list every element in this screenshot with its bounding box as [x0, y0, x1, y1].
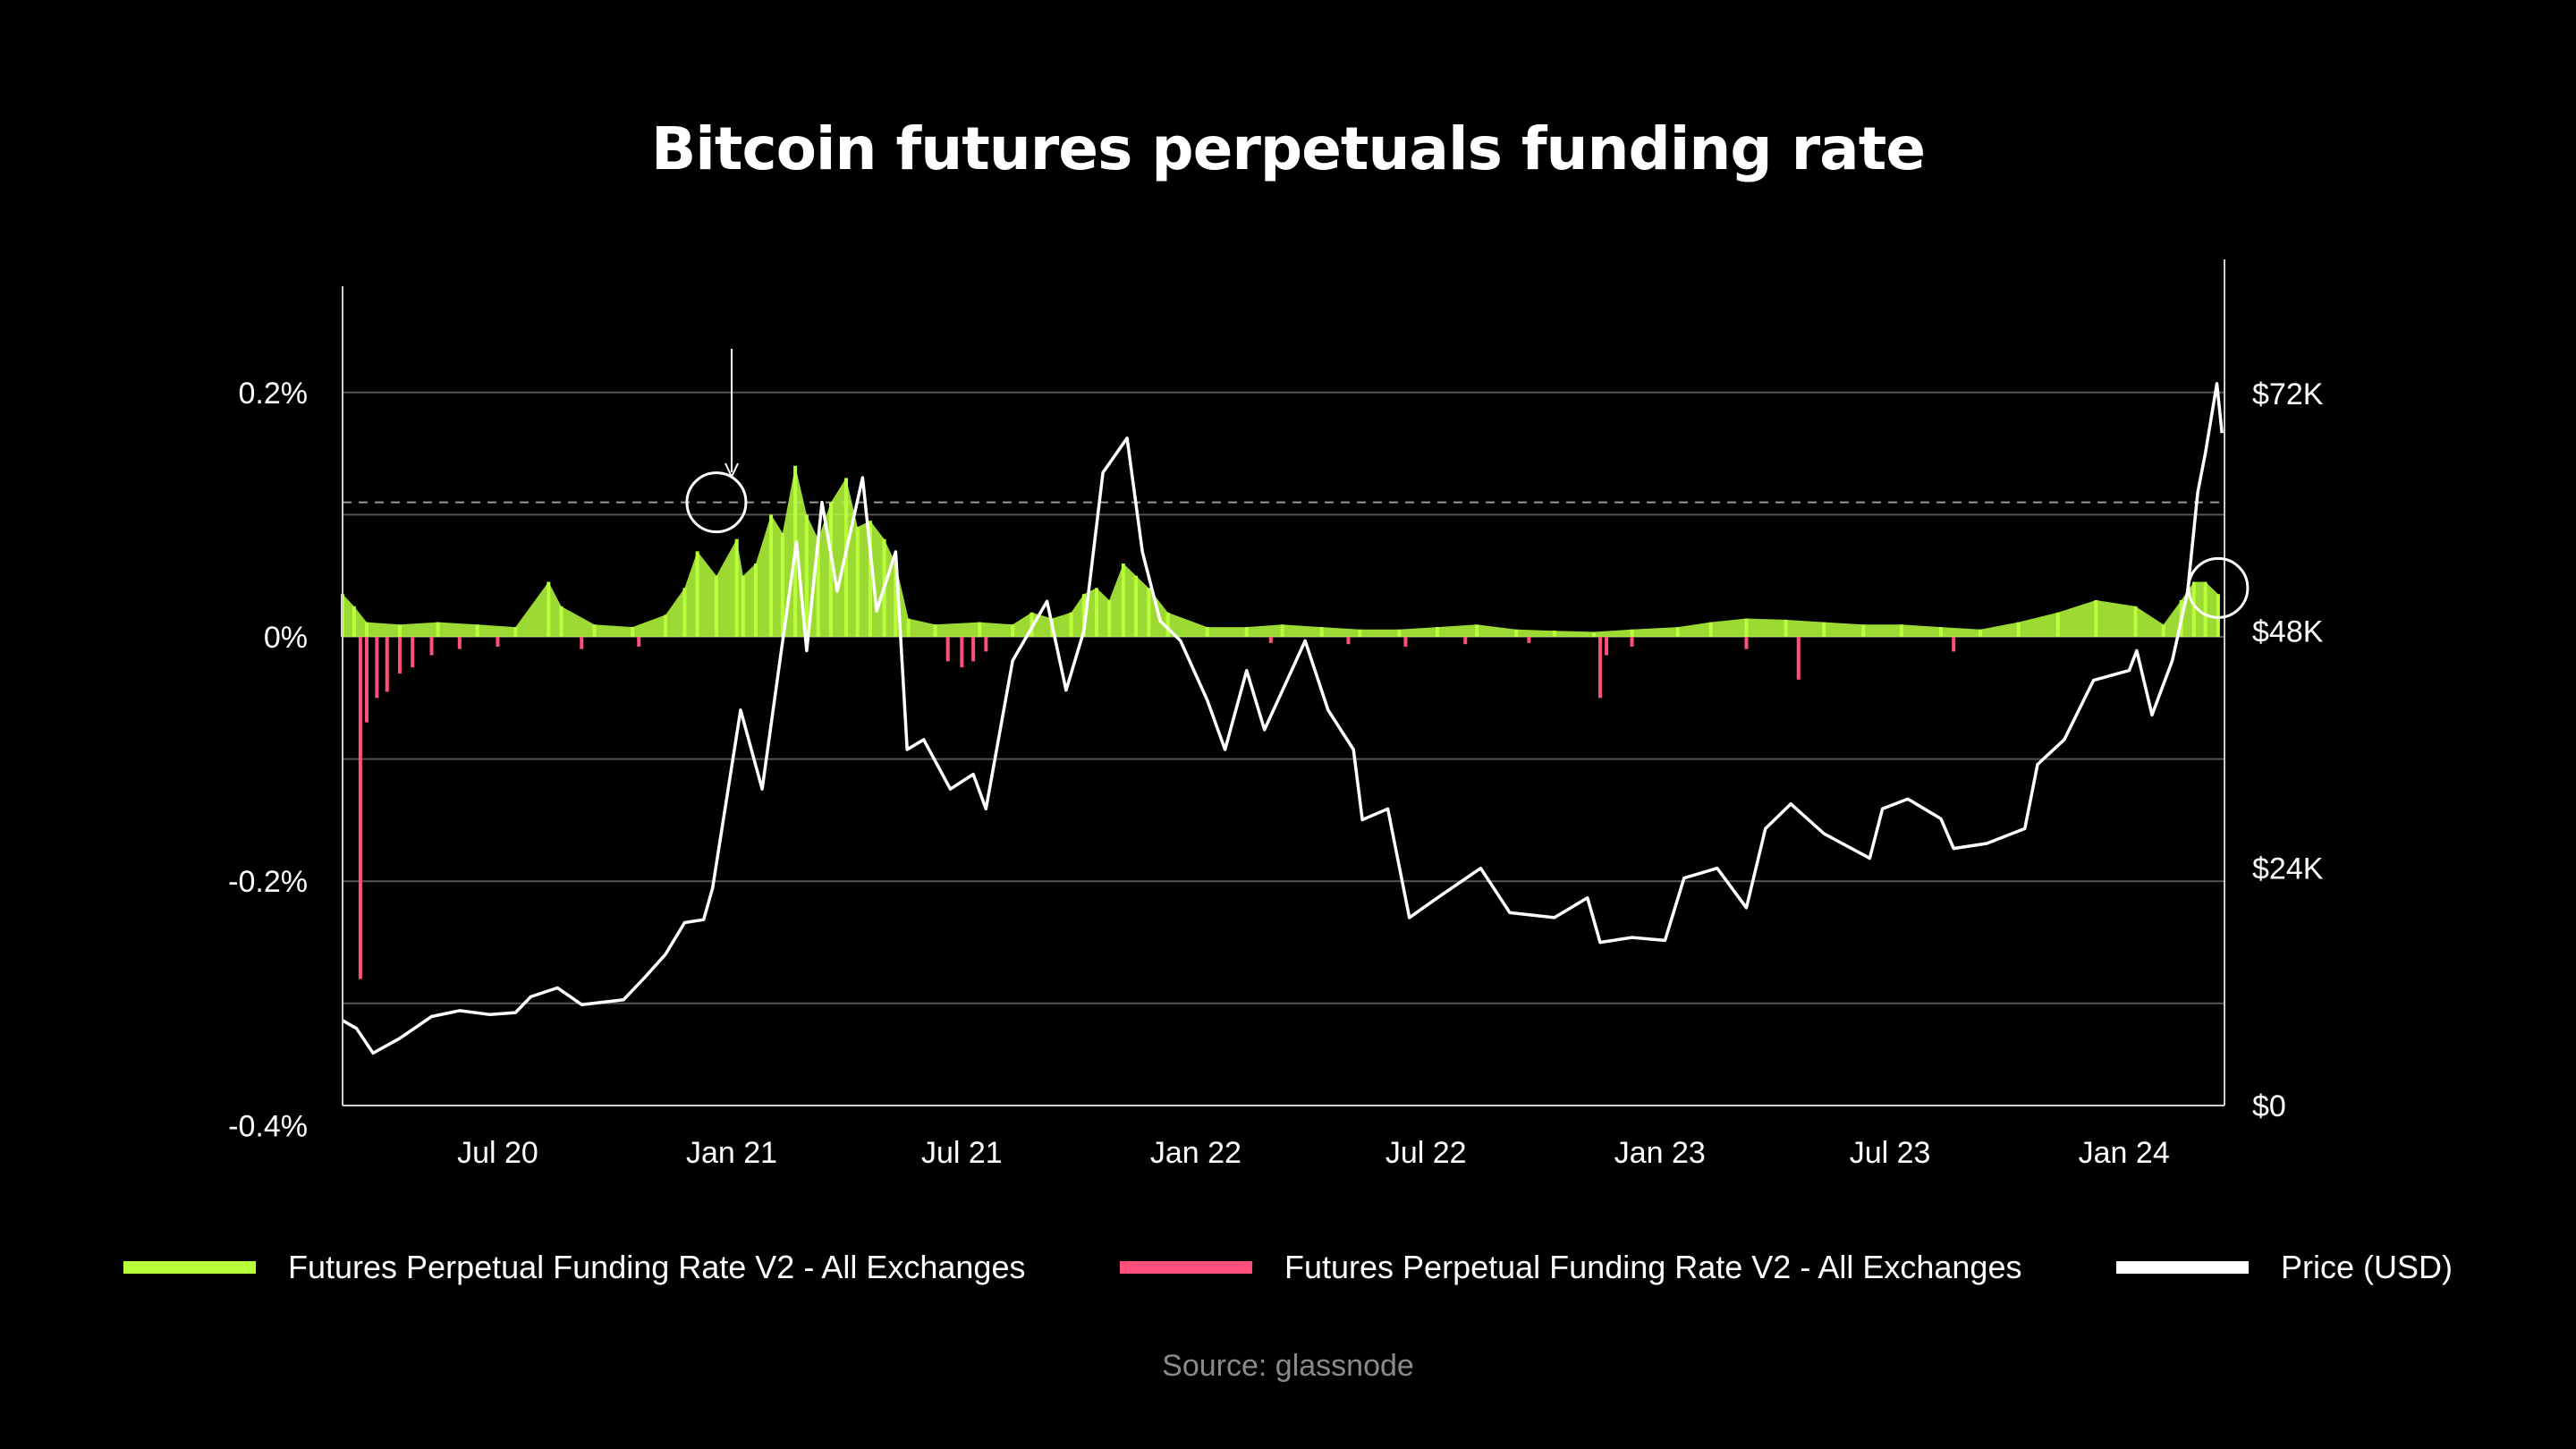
x-tick-label: Jan 24 — [2079, 1136, 2170, 1170]
x-tick-label: Jul 21 — [921, 1136, 1003, 1170]
legend-item-price: Price (USD) — [2116, 1249, 2453, 1286]
circle-marker — [685, 471, 748, 534]
legend-label-positive: Futures Perpetual Funding Rate V2 - All … — [288, 1249, 1026, 1285]
negative-funding-bar — [971, 637, 976, 662]
negative-funding-bar — [385, 637, 389, 692]
negative-funding-bar — [984, 637, 988, 652]
negative-funding-bar — [1463, 637, 1468, 645]
negative-funding-bar — [358, 637, 362, 979]
negative-funding-bar — [375, 637, 379, 699]
chart-title: Bitcoin futures perpetuals funding rate — [650, 114, 1926, 183]
tick-labels: 0.2% 0% -0.2% -0.4% $72K $48K $24K $0 Jul 20 Jan … — [228, 377, 2324, 1170]
x-tick-label: Jul 22 — [1385, 1136, 1467, 1170]
negative-funding-bar — [429, 637, 434, 656]
negative-funding-bar — [1268, 637, 1273, 643]
legend-item-negative-funding: Futures Perpetual Funding Rate V2 - All … — [1120, 1249, 2021, 1286]
negative-funding-bar — [1527, 637, 1531, 643]
negative-funding-bar — [1744, 637, 1749, 649]
positive-funding-area — [343, 465, 2218, 637]
negative-funding-bar — [580, 637, 584, 649]
negative-funding-bar — [365, 637, 369, 723]
y-left-tick-label: 0% — [264, 621, 308, 655]
annotations — [685, 349, 2250, 619]
price-line — [342, 382, 2224, 1055]
axes — [342, 259, 2225, 1106]
negative-funding-bar — [496, 637, 500, 647]
funding-rate-bars — [341, 465, 2220, 979]
x-tick-label: Jan 21 — [686, 1136, 777, 1170]
y-right-tick-label: $72K — [2252, 377, 2324, 411]
legend-swatch-negative — [1120, 1261, 1252, 1274]
y-left-tick-label: 0.2% — [239, 377, 309, 411]
negative-funding-bar — [1597, 637, 1602, 699]
y-left-tick-label: -0.4% — [228, 1109, 308, 1143]
x-tick-label: Jan 22 — [1150, 1136, 1241, 1170]
negative-funding-bar — [1952, 637, 1956, 652]
negative-funding-bar — [457, 637, 462, 649]
negative-funding-bar — [1630, 637, 1634, 647]
legend-label-negative: Futures Perpetual Funding Rate V2 - All … — [1284, 1249, 2022, 1285]
y-right-tick-label: $48K — [2252, 614, 2324, 648]
negative-funding-bar — [397, 637, 402, 674]
price-line-group — [342, 382, 2224, 1055]
y-right-tick-label: $0 — [2252, 1089, 2286, 1123]
negative-funding-bar — [1605, 637, 1609, 656]
negative-funding-bar — [637, 637, 641, 647]
legend-swatch-positive — [123, 1261, 256, 1274]
x-tick-label: Jul 20 — [457, 1136, 538, 1170]
x-tick-label: Jul 23 — [1850, 1136, 1931, 1170]
y-left-tick-label: -0.2% — [228, 865, 308, 899]
legend-swatch-price — [2116, 1261, 2249, 1274]
legend-item-positive-funding: Futures Perpetual Funding Rate V2 - All … — [123, 1249, 1025, 1286]
circle-marker — [2187, 556, 2250, 619]
negative-funding-bar — [1346, 637, 1351, 645]
source-note: Source: glassnode — [1162, 1349, 1414, 1383]
negative-funding-bar — [960, 637, 964, 668]
x-tick-label: Jan 23 — [1614, 1136, 1706, 1170]
negative-funding-bar — [945, 637, 950, 662]
negative-funding-bar — [411, 637, 415, 668]
y-right-tick-label: $24K — [2252, 852, 2324, 886]
negative-funding-bar — [1796, 637, 1801, 680]
gridlines — [343, 391, 2224, 1004]
negative-funding-bar — [1403, 637, 1408, 647]
legend: Futures Perpetual Funding Rate V2 - All … — [0, 1249, 2576, 1302]
legend-label-price: Price (USD) — [2281, 1249, 2453, 1285]
